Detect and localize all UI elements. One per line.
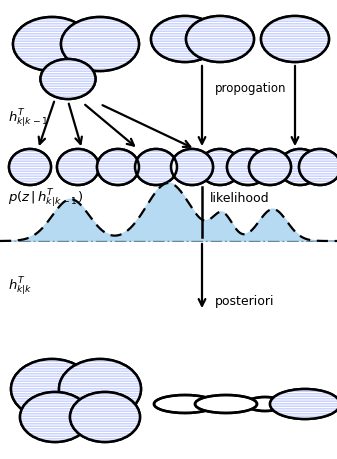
Ellipse shape	[270, 389, 337, 419]
Ellipse shape	[57, 150, 99, 185]
Ellipse shape	[261, 17, 329, 63]
Ellipse shape	[97, 150, 139, 185]
Ellipse shape	[154, 395, 216, 413]
Ellipse shape	[227, 150, 269, 185]
Ellipse shape	[299, 150, 337, 185]
Text: posteriori: posteriori	[215, 294, 275, 308]
Ellipse shape	[171, 150, 213, 185]
Ellipse shape	[195, 395, 257, 413]
Ellipse shape	[279, 150, 321, 185]
Ellipse shape	[199, 150, 241, 185]
Ellipse shape	[9, 150, 51, 185]
Ellipse shape	[13, 18, 91, 72]
Ellipse shape	[20, 392, 90, 442]
Ellipse shape	[135, 150, 177, 185]
Ellipse shape	[61, 18, 139, 72]
Text: propogation: propogation	[215, 82, 286, 95]
Text: $p(z\,|\,h_{k|k-1}^T)$: $p(z\,|\,h_{k|k-1}^T)$	[8, 188, 83, 210]
Ellipse shape	[249, 150, 291, 185]
Text: $h_{k|k-1}^T$: $h_{k|k-1}^T$	[8, 108, 49, 130]
Ellipse shape	[11, 359, 93, 419]
Ellipse shape	[151, 17, 219, 63]
Ellipse shape	[186, 17, 254, 63]
Ellipse shape	[246, 397, 284, 411]
Ellipse shape	[70, 392, 140, 442]
Ellipse shape	[40, 60, 95, 100]
Text: $h_{k|k}^T$: $h_{k|k}^T$	[8, 275, 33, 297]
Ellipse shape	[59, 359, 141, 419]
Text: likelihood: likelihood	[210, 191, 270, 205]
